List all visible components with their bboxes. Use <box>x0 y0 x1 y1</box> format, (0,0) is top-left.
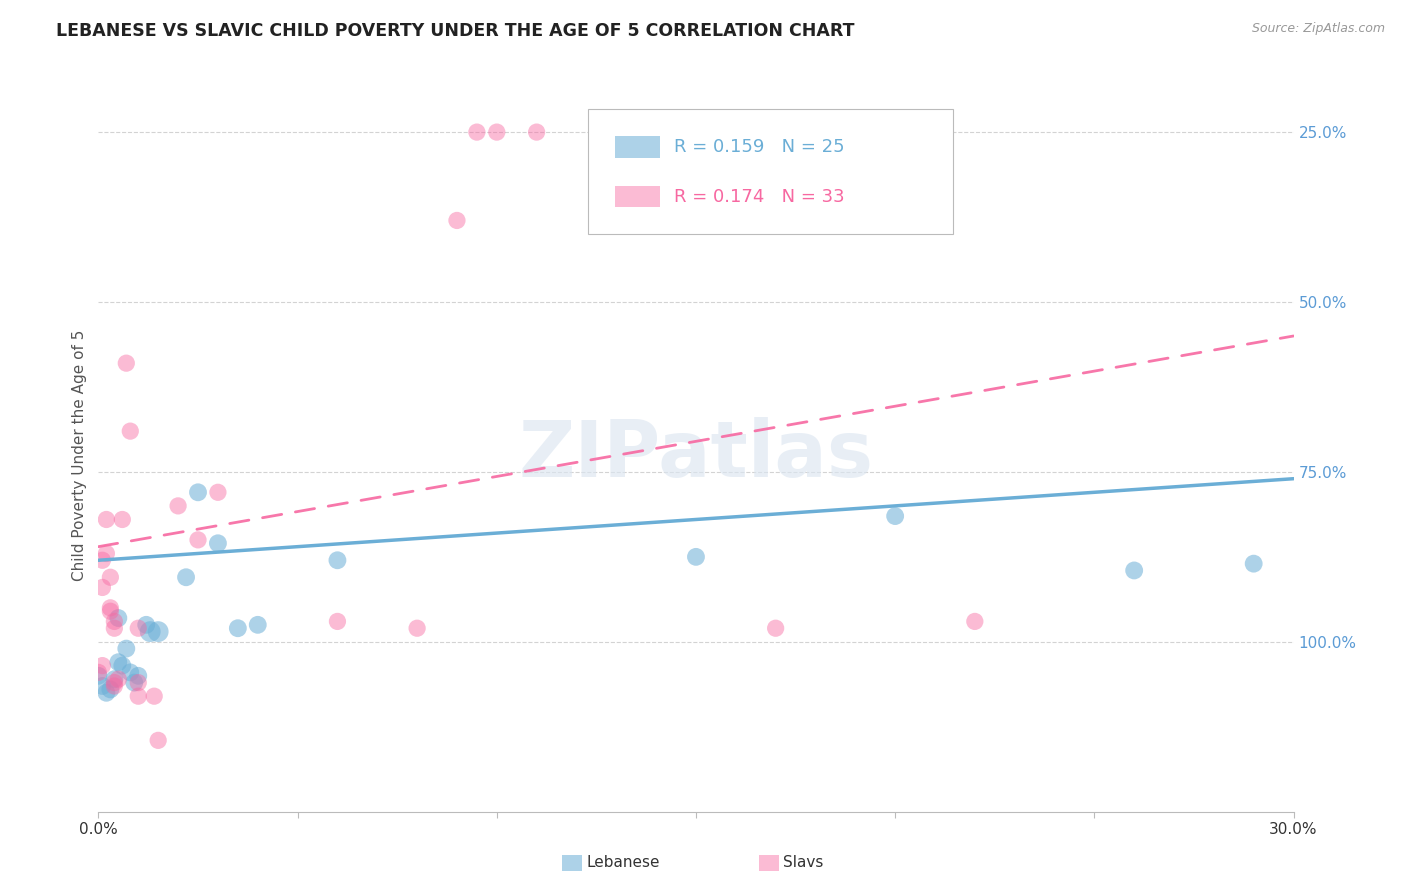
Point <box>107 655 129 669</box>
Point <box>107 672 129 686</box>
Point <box>884 509 907 524</box>
Point <box>246 617 269 632</box>
Point <box>100 682 122 697</box>
Text: Lebanese: Lebanese <box>586 855 659 870</box>
Text: R = 0.159   N = 25: R = 0.159 N = 25 <box>675 138 845 156</box>
Point <box>87 669 110 683</box>
Point <box>120 665 142 680</box>
Point <box>91 658 114 673</box>
Point <box>187 485 209 500</box>
Text: Slavs: Slavs <box>783 855 824 870</box>
Point <box>103 675 125 690</box>
Point <box>127 621 149 635</box>
FancyBboxPatch shape <box>614 136 661 158</box>
Point <box>103 679 125 693</box>
Point <box>207 485 229 500</box>
Point <box>127 689 149 703</box>
Point <box>685 549 707 564</box>
Text: ZIPatlas: ZIPatlas <box>519 417 873 493</box>
Point <box>139 624 162 639</box>
Point <box>96 546 118 560</box>
Point <box>765 621 787 635</box>
Point <box>91 553 114 567</box>
Point <box>465 125 488 139</box>
Point <box>100 604 122 618</box>
Point <box>406 621 429 635</box>
Point <box>96 512 118 526</box>
Point <box>526 125 548 139</box>
Point <box>143 689 166 703</box>
Point <box>148 733 170 747</box>
Text: Source: ZipAtlas.com: Source: ZipAtlas.com <box>1251 22 1385 36</box>
Point <box>103 621 125 635</box>
Point <box>326 615 349 629</box>
Point <box>96 686 118 700</box>
Point <box>91 679 114 693</box>
Point <box>91 581 114 595</box>
Y-axis label: Child Poverty Under the Age of 5: Child Poverty Under the Age of 5 <box>72 329 87 581</box>
Point <box>167 499 190 513</box>
Point <box>107 611 129 625</box>
Point <box>174 570 197 584</box>
Point <box>127 669 149 683</box>
FancyBboxPatch shape <box>588 109 953 234</box>
Text: R = 0.174   N = 33: R = 0.174 N = 33 <box>675 188 845 206</box>
Point <box>103 672 125 686</box>
Point <box>115 356 138 370</box>
Point <box>103 615 125 629</box>
Point <box>963 615 986 629</box>
Point <box>111 658 134 673</box>
Point <box>1243 557 1265 571</box>
Point <box>124 675 146 690</box>
FancyBboxPatch shape <box>614 186 661 208</box>
Point <box>120 424 142 438</box>
Point <box>111 512 134 526</box>
Point <box>135 617 157 632</box>
Point <box>226 621 249 635</box>
Point <box>127 675 149 690</box>
Point <box>207 536 229 550</box>
Point <box>1123 564 1146 578</box>
Point <box>187 533 209 547</box>
Point <box>115 641 138 656</box>
Point <box>485 125 508 139</box>
Point <box>148 624 170 639</box>
Point <box>100 570 122 584</box>
Point <box>326 553 349 567</box>
Point <box>87 665 110 680</box>
Text: LEBANESE VS SLAVIC CHILD POVERTY UNDER THE AGE OF 5 CORRELATION CHART: LEBANESE VS SLAVIC CHILD POVERTY UNDER T… <box>56 22 855 40</box>
Point <box>100 600 122 615</box>
Point <box>446 213 468 227</box>
